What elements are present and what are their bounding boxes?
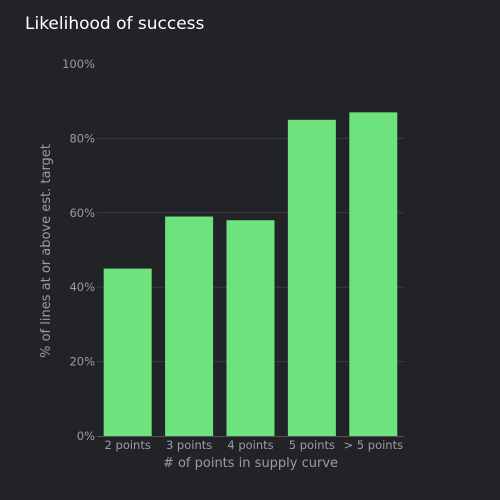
y-axis-label: % of lines at or above est. target: [39, 144, 54, 358]
x-axis-label: # of points in supply curve: [163, 456, 338, 471]
bar[interactable]: [349, 112, 398, 437]
y-tick-label: 100%: [62, 57, 95, 71]
chart-title: Likelihood of success: [25, 14, 205, 34]
y-tick-label: 60%: [69, 206, 95, 220]
bar[interactable]: [165, 216, 214, 436]
y-tick-label: 40%: [69, 280, 95, 294]
x-tick-label: > 5 points: [344, 438, 404, 452]
y-tick-label: 0%: [77, 429, 95, 443]
y-tick-labels: 0% 20% 40% 60% 80% 100%: [62, 57, 95, 443]
x-tick-label: 2 points: [105, 438, 151, 452]
x-tick-label: 5 points: [289, 438, 335, 452]
bar[interactable]: [226, 220, 275, 436]
x-tick-labels: 2 points 3 points 4 points 5 points > 5 poin…: [105, 438, 404, 452]
x-tick-label: 3 points: [166, 438, 212, 452]
y-tick-label: 80%: [69, 131, 95, 145]
y-tick-label: 20%: [69, 355, 95, 369]
bars: [103, 112, 398, 437]
bar[interactable]: [103, 268, 152, 436]
bar[interactable]: [287, 119, 336, 437]
x-tick-label: 4 points: [227, 438, 273, 452]
